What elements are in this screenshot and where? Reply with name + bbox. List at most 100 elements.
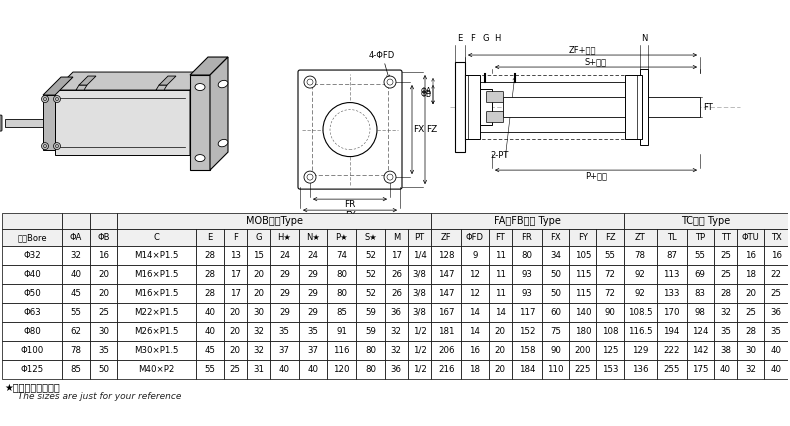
Bar [461, 360, 488, 379]
Bar [461, 265, 488, 284]
Bar [408, 341, 431, 360]
Text: 16: 16 [469, 346, 480, 355]
Bar [687, 246, 714, 265]
Text: Φ125: Φ125 [21, 365, 44, 374]
Bar [714, 341, 737, 360]
Bar [542, 229, 569, 246]
Text: 29: 29 [279, 289, 290, 298]
Bar [270, 265, 299, 284]
Text: FT: FT [703, 103, 713, 112]
Bar [224, 284, 246, 303]
Text: 59: 59 [365, 327, 376, 336]
Bar [2, 213, 62, 229]
Polygon shape [210, 57, 228, 170]
Bar [90, 229, 117, 246]
Text: 35: 35 [98, 346, 109, 355]
Text: 124: 124 [692, 327, 709, 336]
Text: FY: FY [344, 211, 356, 220]
Text: 12: 12 [469, 270, 480, 279]
Bar [62, 341, 90, 360]
Bar [224, 322, 246, 341]
Text: N: N [641, 34, 647, 43]
Bar [196, 322, 224, 341]
Text: 18: 18 [745, 270, 756, 279]
Text: 92: 92 [634, 289, 645, 298]
Text: 225: 225 [574, 365, 591, 374]
Bar [714, 229, 737, 246]
Text: The sizes are just for your reference: The sizes are just for your reference [13, 392, 182, 401]
Polygon shape [55, 90, 190, 155]
Text: ZF+行程: ZF+行程 [569, 45, 596, 54]
Text: 129: 129 [632, 346, 649, 355]
Text: M16×P1.5: M16×P1.5 [134, 289, 179, 298]
Text: 153: 153 [602, 365, 619, 374]
Bar [542, 284, 569, 303]
Text: 85: 85 [337, 308, 348, 317]
Bar [656, 265, 687, 284]
Bar [461, 341, 488, 360]
Bar [596, 360, 624, 379]
Text: 93: 93 [521, 289, 532, 298]
Text: 29: 29 [307, 270, 318, 279]
Bar [90, 265, 117, 284]
Ellipse shape [195, 83, 205, 91]
Bar [408, 265, 431, 284]
Bar [714, 360, 737, 379]
Bar [687, 265, 714, 284]
Bar [196, 303, 224, 322]
Bar [714, 284, 737, 303]
Bar [624, 213, 788, 229]
Text: 62: 62 [70, 327, 81, 336]
Bar [62, 360, 90, 379]
Circle shape [323, 103, 377, 157]
Bar [687, 322, 714, 341]
Text: 3/8: 3/8 [412, 270, 427, 279]
Text: 140: 140 [574, 308, 591, 317]
Text: 35: 35 [307, 327, 318, 336]
Bar [299, 341, 327, 360]
Bar [737, 322, 765, 341]
Text: 20: 20 [495, 346, 506, 355]
Text: F: F [233, 233, 238, 242]
Text: Φ40: Φ40 [24, 270, 41, 279]
Text: 29: 29 [307, 308, 318, 317]
Text: 40: 40 [279, 365, 290, 374]
Text: 108.5: 108.5 [628, 308, 653, 317]
Text: 80: 80 [365, 346, 376, 355]
Text: 28: 28 [205, 270, 216, 279]
Text: 14: 14 [469, 327, 480, 336]
Text: G: G [255, 233, 261, 242]
Bar [117, 341, 196, 360]
Text: 50: 50 [550, 289, 561, 298]
Bar [569, 265, 596, 284]
Circle shape [42, 95, 48, 103]
Text: 50: 50 [98, 365, 109, 374]
Bar [117, 213, 431, 229]
Ellipse shape [195, 155, 205, 161]
Text: 72: 72 [604, 289, 615, 298]
Bar [542, 322, 569, 341]
Bar [569, 303, 596, 322]
Text: 35: 35 [279, 327, 290, 336]
Bar [765, 265, 788, 284]
Text: 25: 25 [745, 308, 756, 317]
Text: 32: 32 [720, 308, 731, 317]
Text: 9: 9 [472, 251, 478, 260]
Text: 3/8: 3/8 [412, 289, 427, 298]
Text: 17: 17 [230, 289, 241, 298]
Text: 147: 147 [438, 289, 454, 298]
Bar [640, 69, 648, 145]
Bar [246, 322, 270, 341]
Text: P+行程: P+行程 [585, 171, 607, 180]
Bar [246, 341, 270, 360]
Text: 29: 29 [307, 289, 318, 298]
Bar [431, 360, 461, 379]
Text: FZ: FZ [605, 233, 615, 242]
Bar [2, 284, 62, 303]
Bar [299, 265, 327, 284]
Text: 18: 18 [469, 365, 480, 374]
Text: 105: 105 [574, 251, 591, 260]
Circle shape [304, 171, 316, 183]
Bar [596, 341, 624, 360]
Bar [299, 303, 327, 322]
